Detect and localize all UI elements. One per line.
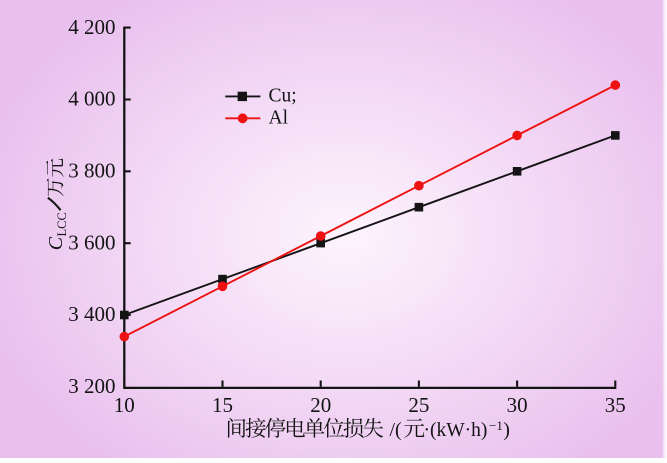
svg-text:/(: /( <box>390 419 403 441</box>
svg-text:15: 15 <box>212 393 233 417</box>
svg-text:30: 30 <box>507 393 528 417</box>
svg-text:Cu;: Cu; <box>269 86 297 107</box>
svg-text:3 600: 3 600 <box>68 230 115 254</box>
svg-text:4 200: 4 200 <box>68 15 115 39</box>
svg-text:35: 35 <box>605 393 626 417</box>
svg-text:LCC: LCC <box>55 212 69 236</box>
svg-text:3 400: 3 400 <box>68 302 115 326</box>
svg-text:−1: −1 <box>489 418 503 433</box>
svg-text:Al: Al <box>269 107 289 128</box>
svg-text:C: C <box>45 236 67 250</box>
svg-text:·(kW·h): ·(kW·h) <box>424 420 488 441</box>
svg-text:4 000: 4 000 <box>68 87 115 111</box>
svg-text:3 800: 3 800 <box>68 159 115 183</box>
svg-text:10: 10 <box>114 393 135 417</box>
svg-text:25: 25 <box>408 393 429 417</box>
svg-text:): ) <box>503 419 510 441</box>
svg-text:20: 20 <box>310 393 331 417</box>
svg-text:3 200: 3 200 <box>68 374 115 398</box>
